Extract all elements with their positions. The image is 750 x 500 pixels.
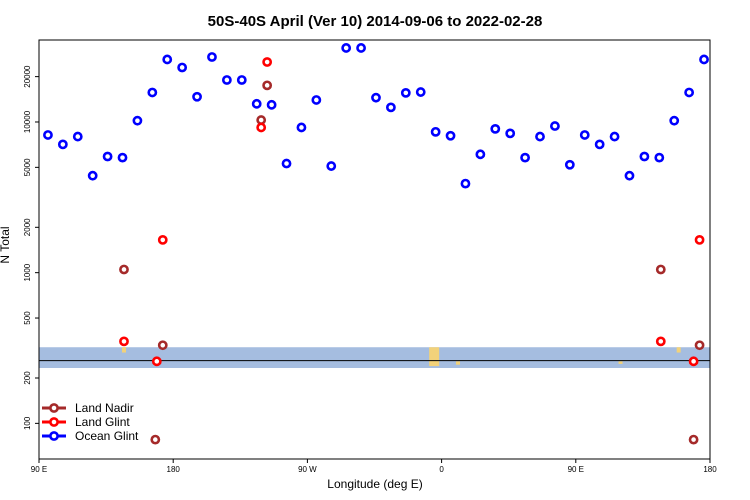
reference-band — [39, 347, 710, 368]
point-land-glint — [262, 57, 273, 67]
point-land-nadir — [655, 264, 666, 275]
y-tick-label: 100 — [23, 416, 32, 430]
point-ocean-glint — [236, 75, 247, 85]
chart-title: 50S-40S April (Ver 10) 2014-09-06 to 202… — [208, 13, 543, 30]
point-ocean-glint — [386, 102, 396, 113]
point-ocean-glint — [177, 62, 188, 73]
point-ocean-glint — [87, 170, 98, 181]
y-tick-label: 2000 — [23, 218, 32, 236]
point-ocean-glint — [251, 98, 262, 109]
point-ocean-glint — [579, 130, 590, 140]
x-tick-label: 90 E — [31, 465, 47, 474]
point-ocean-glint — [430, 126, 441, 137]
x-tick-label: 90 W — [298, 465, 317, 474]
point-ocean-glint — [564, 159, 575, 170]
legend-marker-ocean-glint — [49, 431, 59, 441]
x-axis-label: Longitude (deg E) — [327, 477, 422, 491]
band-mark — [429, 347, 440, 367]
point-ocean-glint — [147, 87, 158, 98]
point-land-glint — [151, 356, 162, 367]
point-land-nadir — [157, 340, 168, 351]
legend: Land Nadir Land Glint Ocean Glint — [42, 401, 139, 443]
x-tick-label: 180 — [167, 465, 181, 474]
point-ocean-glint — [639, 151, 650, 162]
point-ocean-glint — [460, 178, 471, 189]
x-tick-label: 180 — [703, 465, 717, 474]
legend-item-land-nadir: Land Nadir — [42, 401, 134, 415]
point-ocean-glint — [43, 130, 53, 140]
axis-ticks: 90 E 180 90 W 0 90 E 180 100 200 500 1000 2000 5000… — [23, 65, 717, 474]
y-tick-label: 1000 — [23, 263, 32, 281]
x-tick-label: 90 E — [568, 465, 584, 474]
point-ocean-glint — [72, 131, 83, 142]
point-ocean-glint — [490, 123, 501, 134]
legend-label-ocean-glint: Ocean Glint — [75, 429, 139, 443]
point-ocean-glint — [356, 43, 366, 53]
point-ocean-glint — [192, 91, 202, 102]
point-ocean-glint — [550, 121, 560, 131]
y-tick-label: 200 — [23, 371, 32, 385]
point-ocean-glint — [669, 115, 680, 126]
point-ocean-glint — [311, 95, 322, 105]
point-ocean-glint — [57, 139, 68, 150]
legend-item-ocean-glint: Ocean Glint — [42, 429, 139, 443]
point-ocean-glint — [520, 152, 531, 163]
point-ocean-glint — [624, 170, 635, 181]
point-ocean-glint — [162, 54, 173, 65]
point-ocean-glint — [326, 161, 337, 171]
point-ocean-glint — [684, 87, 695, 98]
point-land-nadir — [262, 80, 273, 91]
point-ocean-glint — [594, 139, 605, 150]
point-ocean-glint — [221, 75, 232, 85]
y-axis-label: N Total — [0, 226, 12, 263]
point-land-glint — [694, 234, 705, 245]
point-land-glint — [655, 336, 666, 347]
point-ocean-glint — [266, 99, 277, 110]
point-ocean-glint — [609, 131, 620, 142]
point-ocean-glint — [102, 151, 113, 162]
point-ocean-glint — [132, 115, 143, 126]
point-ocean-glint — [699, 54, 709, 65]
band-mark — [676, 347, 681, 353]
point-ocean-glint — [341, 43, 352, 53]
band-mark — [618, 361, 623, 364]
point-ocean-glint — [117, 152, 128, 163]
band-mark — [121, 347, 126, 353]
point-land-nadir — [119, 264, 129, 275]
band-mark — [456, 361, 461, 365]
point-ocean-glint — [415, 87, 426, 97]
point-land-glint — [157, 234, 168, 245]
point-ocean-glint — [505, 128, 516, 139]
x-tick-label: 0 — [439, 465, 444, 474]
point-land-glint — [119, 336, 129, 347]
point-ocean-glint — [296, 122, 307, 133]
point-land-glint — [688, 356, 699, 367]
point-land-glint — [256, 122, 267, 133]
point-ocean-glint — [475, 149, 486, 160]
data-points — [43, 43, 709, 445]
point-land-nadir — [688, 434, 699, 445]
point-land-nadir — [150, 434, 161, 445]
point-ocean-glint — [207, 52, 217, 62]
legend-label-land-nadir: Land Nadir — [75, 401, 134, 415]
point-ocean-glint — [371, 92, 381, 103]
y-tick-label: 500 — [23, 311, 32, 325]
legend-item-land-glint: Land Glint — [42, 415, 130, 429]
point-land-nadir — [694, 340, 705, 351]
y-tick-label: 10000 — [23, 110, 32, 133]
y-tick-label: 20000 — [23, 65, 32, 88]
point-ocean-glint — [281, 158, 292, 169]
plot-frame — [38, 39, 711, 460]
legend-marker-land-nadir — [49, 403, 59, 413]
y-tick-label: 5000 — [23, 158, 32, 176]
point-ocean-glint — [535, 131, 545, 142]
point-ocean-glint — [445, 130, 456, 141]
point-ocean-glint — [654, 152, 665, 163]
point-ocean-glint — [400, 87, 411, 98]
legend-label-land-glint: Land Glint — [75, 415, 130, 429]
legend-marker-land-glint — [49, 417, 59, 427]
band-rect — [39, 347, 710, 368]
